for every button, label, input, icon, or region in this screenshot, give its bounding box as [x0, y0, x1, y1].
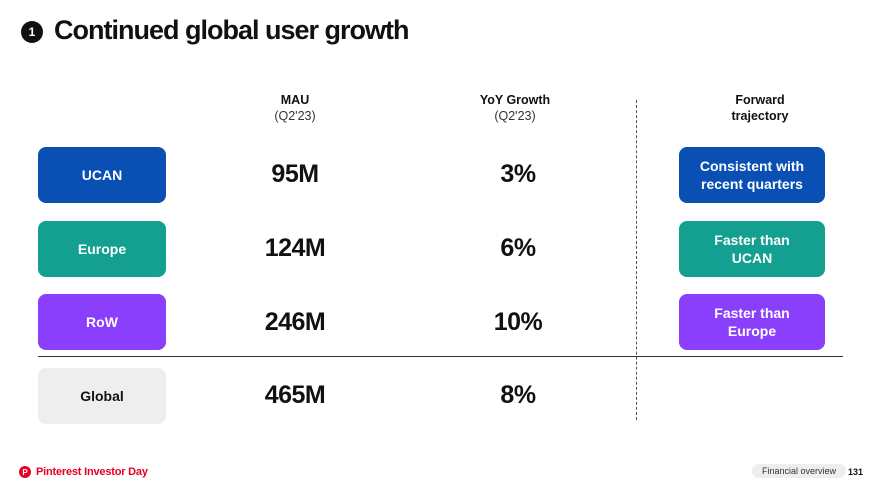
- region-ucan: UCAN: [38, 147, 166, 203]
- region-global: Global: [38, 368, 166, 424]
- yoy-value-europe: 6%: [500, 234, 536, 262]
- page-number: 131: [848, 467, 864, 477]
- mau-header-label: MAU: [280, 93, 310, 107]
- mau-column-header: MAU (Q2'23): [215, 92, 375, 124]
- pinterest-logo-icon: P: [19, 466, 31, 478]
- forward-header-line2: trajectory: [731, 109, 789, 123]
- trajectory-europe-line2: UCAN: [731, 250, 773, 266]
- forward-column-header: Forward trajectory: [680, 92, 840, 124]
- trajectory-ucan-line2: recent quarters: [701, 176, 803, 192]
- mau-header-period: (Q2'23): [274, 109, 316, 123]
- trajectory-row-line1: Faster than: [714, 305, 790, 321]
- yoy-value-row: 10%: [493, 308, 543, 336]
- section-label-pill: Financial overview: [752, 464, 847, 478]
- mau-value-ucan: 95M: [271, 160, 319, 188]
- trajectory-europe: Faster than UCAN: [679, 221, 825, 277]
- yoy-header-label: YoY Growth: [479, 93, 551, 107]
- trajectory-row: Faster than Europe: [679, 294, 825, 350]
- trajectory-europe-line1: Faster than: [714, 232, 790, 248]
- yoy-header-period: (Q2'23): [494, 109, 536, 123]
- yoy-value-global: 8%: [500, 381, 536, 409]
- trajectory-row-line2: Europe: [727, 323, 777, 339]
- section-number-badge: 1: [21, 21, 43, 43]
- mau-value-global: 465M: [264, 381, 326, 409]
- trajectory-ucan: Consistent with recent quarters: [679, 147, 825, 203]
- total-separator-line: [38, 356, 843, 357]
- column-divider: [636, 100, 637, 420]
- yoy-value-ucan: 3%: [500, 160, 536, 188]
- forward-header-line1: Forward: [735, 93, 785, 107]
- footer-brand: P Pinterest Investor Day: [19, 466, 148, 478]
- mau-value-europe: 124M: [264, 234, 326, 262]
- footer-brand-text: Pinterest Investor Day: [36, 466, 148, 478]
- region-row: RoW: [38, 294, 166, 350]
- mau-value-row: 246M: [264, 308, 326, 336]
- yoy-column-header: YoY Growth (Q2'23): [435, 92, 595, 124]
- region-europe: Europe: [38, 221, 166, 277]
- trajectory-ucan-line1: Consistent with: [699, 158, 805, 174]
- slide-title: Continued global user growth: [54, 15, 409, 45]
